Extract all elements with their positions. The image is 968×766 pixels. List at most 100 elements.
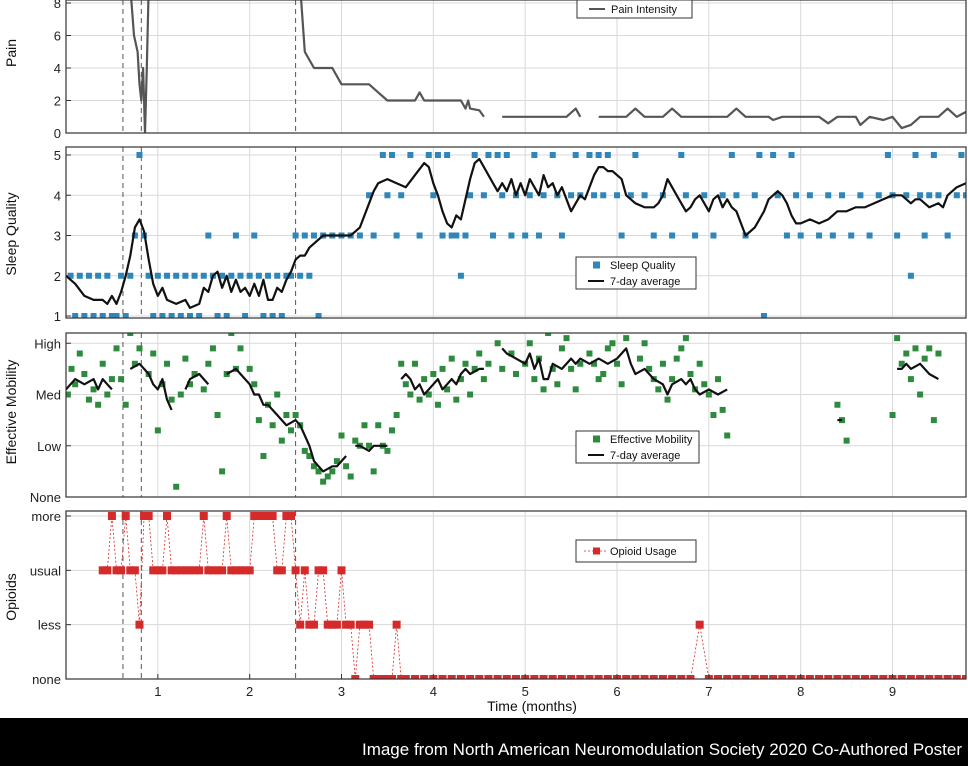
legend-swatch [593, 547, 600, 555]
sleep-point [453, 232, 460, 239]
y-tick-label: 8 [54, 0, 61, 11]
opioid-point [952, 675, 961, 679]
sleep-point [389, 152, 396, 158]
sleep-point [682, 192, 689, 199]
mobility-point [462, 360, 469, 367]
opioid-point [185, 566, 194, 575]
opioid-point [98, 566, 107, 575]
opioid-point [640, 675, 649, 679]
opioid-point [287, 512, 295, 520]
mobility-point [278, 437, 285, 444]
mobility-point [113, 345, 120, 352]
mobility-point [99, 360, 106, 367]
mobility-point [563, 335, 570, 342]
sleep-point [191, 272, 198, 279]
sleep-point [471, 152, 478, 158]
sleep-point [407, 152, 414, 158]
sleep-point [462, 232, 469, 239]
legend-label: Opioid Usage [610, 546, 677, 558]
mobility-point [572, 386, 579, 393]
mobility-point [333, 458, 340, 465]
opioid-point [723, 675, 732, 679]
mobility-point [705, 391, 712, 398]
mobility-point [141, 325, 147, 331]
mobility-point [894, 335, 901, 342]
mobility-point [76, 350, 83, 357]
mobility-point [237, 345, 244, 352]
opioid-point [502, 675, 511, 679]
mobility-point [347, 473, 354, 480]
x-axis-label: Time (months) [487, 698, 577, 714]
y-tick-label: none [32, 672, 61, 687]
sleep-point [926, 192, 933, 199]
sleep-point [444, 152, 451, 158]
mobility-point [85, 396, 92, 403]
y-tick-label: usual [30, 563, 61, 578]
mobility-point [315, 468, 322, 475]
mobility-point [200, 386, 207, 393]
mobility-point [558, 345, 565, 352]
mobility-point [504, 325, 510, 331]
sleep-point [480, 192, 487, 199]
opioid-point [943, 675, 952, 679]
sleep-point [710, 232, 717, 239]
mobility-point [898, 360, 905, 367]
sleep-point [678, 152, 685, 158]
opioid-point [401, 675, 410, 679]
opioid-point [158, 566, 167, 575]
mobility-point [526, 340, 533, 347]
sleep-point [935, 192, 942, 199]
mobility-point [173, 483, 180, 490]
mobility-point [421, 376, 428, 383]
mobility-point [600, 371, 607, 377]
sleep-point [269, 313, 276, 318]
opioid-point [778, 675, 787, 679]
sleep-point [618, 232, 625, 239]
opioid-point [355, 620, 364, 629]
opioid-point [346, 620, 355, 629]
opioid-point [759, 675, 768, 679]
opioid-point [475, 675, 484, 679]
mobility-point [889, 412, 896, 418]
sleep-point [568, 192, 575, 199]
sleep-point [283, 272, 290, 279]
y-tick-label: Med [36, 388, 61, 403]
legend: Sleep Quality 7-day average [575, 256, 697, 290]
opioid-point [388, 675, 397, 679]
opioid-point [126, 566, 135, 575]
opioid-point [833, 675, 842, 679]
mobility-point [338, 432, 345, 439]
sleep-point [540, 192, 547, 199]
sleep-point [278, 313, 285, 318]
opioid-point [787, 675, 796, 679]
sleep-point [104, 272, 111, 279]
y-tick-label: more [31, 509, 61, 524]
mobility-point [636, 355, 643, 362]
sleep-point [917, 192, 924, 199]
mobility-point [554, 381, 561, 388]
sleep-point [439, 232, 446, 239]
opioid-point [305, 620, 314, 629]
mobility-point [664, 396, 671, 403]
opioid-point [378, 675, 387, 679]
opioid-point [300, 566, 309, 575]
opioid-point [557, 675, 566, 679]
mobility-point [150, 350, 157, 357]
sleep-point [81, 313, 88, 318]
sleep-point [288, 272, 294, 279]
y-tick-label: 1 [54, 309, 61, 324]
mobility-point [513, 371, 519, 377]
opioid-point [259, 512, 268, 520]
opioid-point [420, 675, 429, 679]
opioid-point [273, 566, 282, 575]
mobility-point [549, 365, 556, 372]
sleep-point [274, 272, 281, 279]
plot-frame [65, 0, 967, 134]
sleep-point [370, 232, 377, 239]
legend-label: 7-day average [610, 276, 680, 288]
sleep-point [99, 313, 106, 318]
mobility-point [343, 463, 350, 470]
sleep-point [921, 232, 928, 239]
mobility-point [191, 371, 198, 377]
opioid-point [222, 512, 231, 520]
